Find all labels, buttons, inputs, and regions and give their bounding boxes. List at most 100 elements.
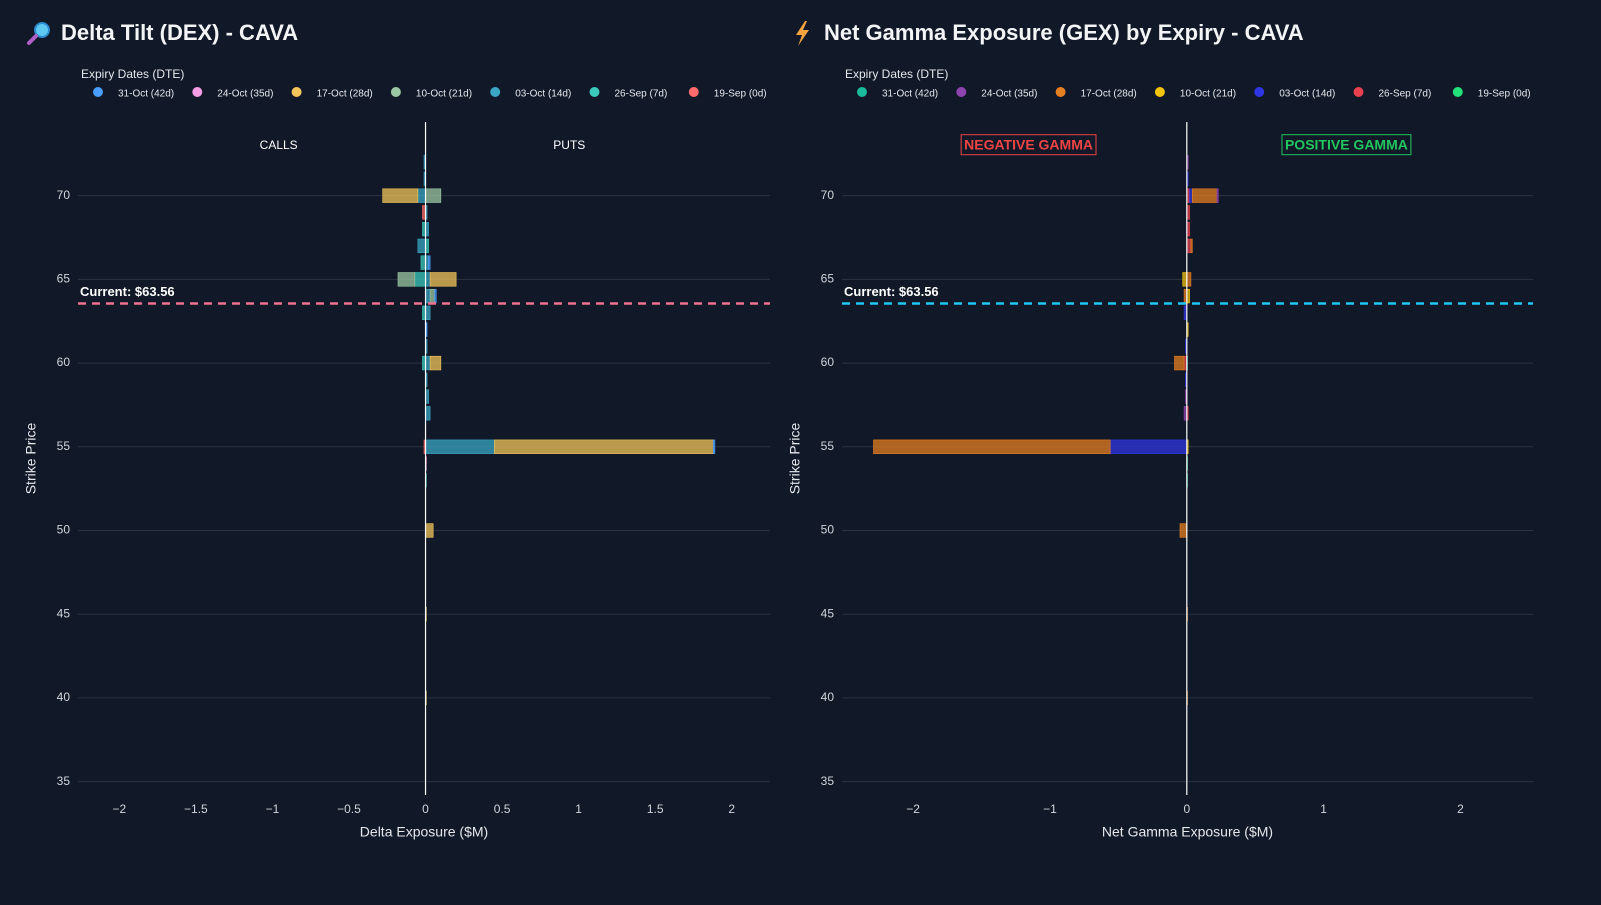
bolt-icon [796, 21, 809, 46]
legend-swatch [490, 87, 501, 97]
bar [429, 288, 436, 304]
bar [1216, 188, 1219, 203]
legend-swatch [1452, 87, 1463, 97]
bar [425, 288, 431, 304]
legend-label: 31-Oct (42d) [882, 89, 938, 100]
bar [425, 188, 442, 203]
bar [1182, 272, 1188, 287]
magnifier-icon [27, 22, 50, 45]
legend-swatch [589, 87, 600, 97]
bar [1191, 188, 1218, 203]
legend-title: Expiry Dates (DTE) [845, 67, 948, 81]
legend-swatch [291, 87, 302, 97]
x-tick-label: 2 [728, 802, 735, 816]
bar [420, 255, 426, 270]
annotation: POSITIVE GAMMA [1285, 137, 1408, 153]
y-tick-label: 45 [57, 606, 71, 620]
y-tick-label: 50 [821, 523, 835, 537]
y-tick-label: 40 [57, 690, 71, 704]
y-tick-label: 45 [821, 606, 835, 620]
annotation: NEGATIVE GAMMA [964, 137, 1093, 153]
legend-title: Expiry Dates (DTE) [81, 67, 184, 81]
legend-label: 24-Oct (35d) [981, 89, 1037, 100]
x-axis-label: Delta Exposure ($M) [360, 824, 488, 840]
bar [425, 322, 428, 337]
bar [1109, 439, 1188, 454]
x-tick-label: −1 [266, 802, 280, 816]
bar [873, 439, 1111, 454]
legend-label: 26-Sep (7d) [615, 89, 668, 100]
x-tick-label: 1 [1320, 802, 1327, 816]
annotation-box [960, 134, 1097, 156]
bar [429, 272, 457, 287]
legend-swatch [956, 87, 967, 97]
x-tick-label: −0.5 [337, 802, 361, 816]
legend-swatch [1055, 87, 1066, 97]
bar [428, 255, 431, 270]
y-tick-label: 40 [821, 690, 835, 704]
current-price-label: Current: $63.56 [844, 284, 939, 299]
y-tick-label: 60 [821, 355, 835, 369]
bar [425, 355, 431, 371]
bar [425, 523, 434, 538]
y-axis-label: Strike Price [23, 423, 39, 495]
bar [434, 288, 437, 304]
bar [425, 439, 495, 454]
y-tick-label: 55 [57, 439, 71, 453]
legend-label: 17-Oct (28d) [317, 89, 373, 100]
current-price-label: Current: $63.56 [80, 284, 175, 299]
x-tick-label: 1 [575, 802, 582, 816]
x-tick-label: 2 [1457, 802, 1464, 816]
bar [1189, 188, 1193, 203]
chart-title: Delta Tilt (DEX) - CAVA [61, 20, 298, 45]
legend-label: 19-Sep (0d) [1478, 89, 1531, 100]
legend-swatch [93, 87, 103, 97]
legend-swatch [192, 87, 203, 97]
x-tick-label: −2 [906, 802, 920, 816]
y-tick-label: 70 [821, 188, 835, 202]
y-tick-label: 65 [821, 272, 835, 286]
bar [382, 188, 419, 203]
bar [1174, 355, 1185, 371]
x-tick-label: −2 [112, 802, 126, 816]
legend-swatch [1254, 87, 1265, 97]
y-tick-label: 55 [821, 439, 835, 453]
x-tick-label: −1 [1043, 802, 1057, 816]
y-axis-label: Strike Price [787, 423, 803, 495]
bar [1186, 238, 1192, 254]
legend-label: 10-Oct (21d) [1180, 89, 1236, 100]
legend-label: 03-Oct (14d) [1279, 89, 1335, 100]
annotation-box [1281, 134, 1412, 156]
bar [1179, 523, 1188, 538]
bar [425, 406, 431, 421]
legend-swatch [688, 87, 699, 97]
bar [1186, 272, 1192, 287]
y-tick-label: 65 [57, 272, 71, 286]
x-tick-label: 0 [1183, 802, 1190, 816]
x-tick-label: −1.5 [184, 802, 208, 816]
bar [494, 439, 714, 454]
legend-label: 31-Oct (42d) [118, 89, 174, 100]
bar [397, 272, 416, 287]
legend-label: 24-Oct (35d) [217, 89, 273, 100]
chart-title: Net Gamma Exposure (GEX) by Expiry - CAV… [824, 20, 1304, 45]
legend-swatch [1353, 87, 1364, 97]
x-tick-label: 0 [422, 802, 429, 816]
annotation: PUTS [553, 138, 585, 152]
legend-swatch [390, 87, 401, 97]
legend-label: 19-Sep (0d) [714, 89, 767, 100]
x-tick-label: 1.5 [647, 802, 664, 816]
legend-label: 26-Sep (7d) [1379, 89, 1432, 100]
x-axis-label: Net Gamma Exposure ($M) [1102, 824, 1273, 840]
bar [713, 439, 716, 454]
legend-swatch [1154, 87, 1165, 97]
x-tick-label: 0.5 [494, 802, 511, 816]
y-tick-label: 50 [57, 523, 71, 537]
bar [429, 355, 442, 371]
bar [425, 305, 431, 321]
legend-label: 10-Oct (21d) [416, 89, 472, 100]
y-tick-label: 35 [821, 774, 835, 788]
y-tick-label: 70 [57, 188, 71, 202]
